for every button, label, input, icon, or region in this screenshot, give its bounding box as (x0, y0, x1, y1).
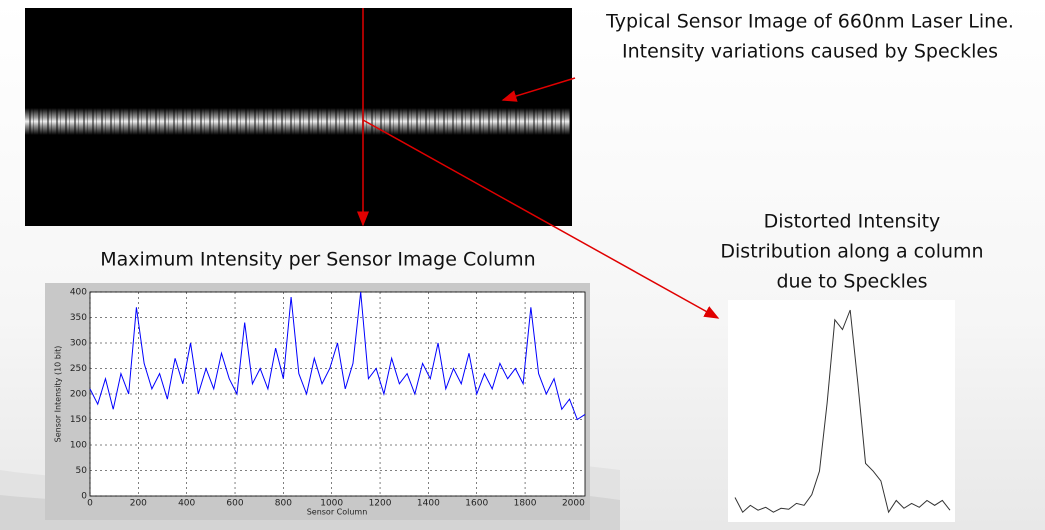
x-tick-label: 1600 (465, 499, 488, 509)
y-tick-label: 200 (70, 390, 87, 400)
y-tick-label: 300 (70, 339, 87, 349)
slide: {"sensor_image":{"caption":["Typical Sen… (0, 0, 1045, 530)
chart-title: Maximum Intensity per Sensor Image Colum… (100, 249, 535, 271)
x-tick-label: 2000 (562, 499, 585, 509)
x-tick-label: 1200 (369, 499, 392, 509)
y-tick-label: 250 (70, 364, 87, 374)
x-tick-label: 1400 (417, 499, 440, 509)
x-tick-label: 600 (226, 499, 243, 509)
chart-title: Distribution along a column (720, 241, 983, 263)
x-tick-label: 1000 (320, 499, 343, 509)
x-tick-label: 200 (130, 499, 147, 509)
y-tick-label: 400 (70, 288, 87, 298)
y-tick-label: 100 (70, 441, 87, 451)
laser-line (25, 108, 570, 135)
x-tick-label: 1800 (514, 499, 537, 509)
y-tick-label: 50 (76, 466, 88, 476)
x-axis-label: Sensor Column (307, 508, 368, 517)
caption: Typical Sensor Image of 660nm Laser Line… (605, 11, 1014, 33)
x-tick-label: 400 (178, 499, 195, 509)
y-tick-label: 150 (70, 415, 87, 425)
profile-panel (728, 300, 955, 522)
caption: Intensity variations caused by Speckles (622, 41, 998, 63)
slide-canvas: Typical Sensor Image of 660nm Laser Line… (0, 0, 1045, 530)
x-tick-label: 800 (275, 499, 292, 509)
y-tick-label: 350 (70, 313, 87, 323)
y-axis-label: Sensor Intensity (10 bit) (54, 346, 63, 443)
chart-title: due to Speckles (776, 271, 927, 293)
x-tick-label: 0 (87, 499, 93, 509)
chart-title: Distorted Intensity (764, 211, 941, 233)
